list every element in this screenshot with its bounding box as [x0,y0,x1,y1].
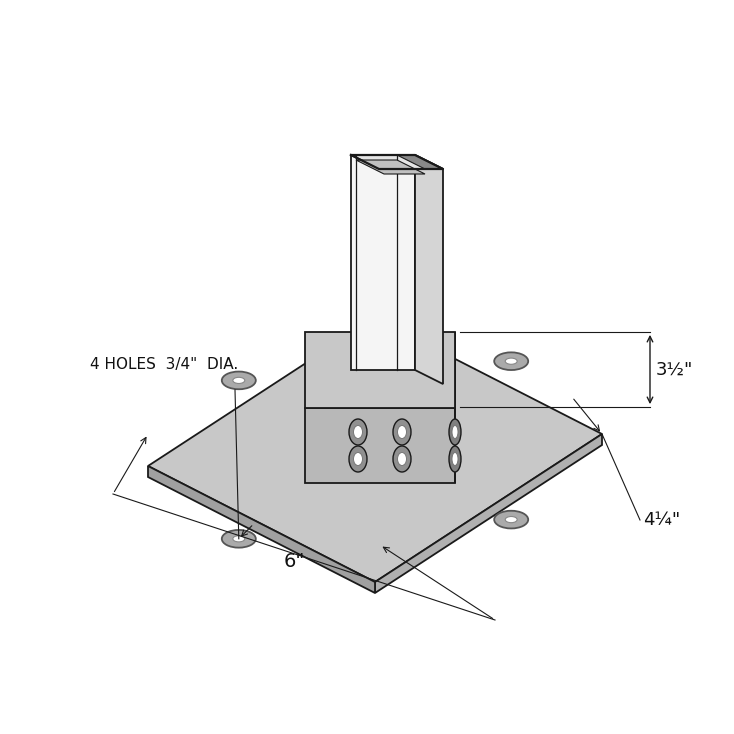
Ellipse shape [452,426,458,438]
Ellipse shape [505,358,517,364]
Ellipse shape [398,452,407,465]
Ellipse shape [398,426,407,438]
Text: 6": 6" [283,552,305,571]
Ellipse shape [449,446,461,472]
Ellipse shape [349,446,367,472]
Text: 3½": 3½" [656,360,694,379]
Ellipse shape [449,419,461,445]
Ellipse shape [494,511,528,528]
Ellipse shape [233,377,244,383]
Ellipse shape [222,371,256,389]
Polygon shape [148,318,602,582]
Polygon shape [148,466,375,593]
Ellipse shape [505,517,517,523]
Polygon shape [397,155,443,169]
Ellipse shape [222,530,256,548]
Polygon shape [375,434,602,593]
Ellipse shape [354,426,363,438]
Ellipse shape [393,419,411,445]
Ellipse shape [452,452,458,465]
Ellipse shape [494,352,528,370]
Polygon shape [356,160,425,174]
Ellipse shape [354,452,363,465]
Text: 4 HOLES  3/4"  DIA.: 4 HOLES 3/4" DIA. [90,357,239,372]
Ellipse shape [233,536,244,542]
Polygon shape [415,155,443,384]
Polygon shape [305,332,455,408]
Polygon shape [351,155,415,370]
Ellipse shape [393,446,411,472]
Text: 4¼": 4¼" [643,511,680,529]
Polygon shape [305,408,455,483]
Polygon shape [351,155,443,169]
Ellipse shape [349,419,367,445]
